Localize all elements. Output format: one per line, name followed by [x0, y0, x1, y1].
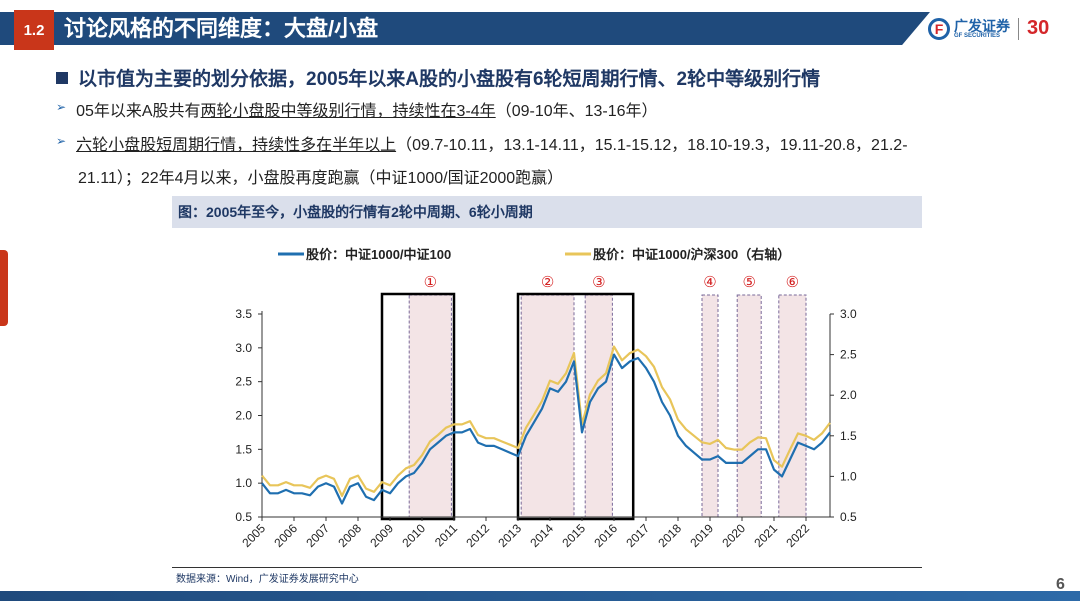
logo-en: GF SECURITIES: [954, 32, 1001, 39]
y-right-tick-label: 1.0: [840, 469, 857, 483]
x-tick-label: 2010: [399, 521, 428, 550]
chart-title: 图：2005年至今，小盘股的行情有2轮中周期、6轮小周期: [172, 196, 922, 228]
text: （09.7-10.11，13.1-14.11，15.1-15.12，18.10-…: [396, 137, 908, 154]
y-left-tick-label: 1.5: [235, 442, 252, 456]
short-cycle-label-3: ③: [592, 273, 605, 291]
x-tick-label: 2012: [463, 521, 492, 550]
sub-bullet-2-cont: 21.11）；22年4月以来，小盘股再度跑赢（中证1000/国证2000跑赢）: [78, 170, 564, 187]
x-tick-label: 2020: [719, 521, 748, 550]
short-cycle-band-5: [736, 294, 762, 518]
short-cycle-band-6: [778, 294, 807, 518]
y-right-tick-label: 2.0: [840, 388, 857, 402]
short-cycle-band-1: [408, 294, 452, 518]
logo-cn: 广发证券: [954, 17, 1010, 34]
sub-bullet-1: ➢ 05年以来A股共有两轮小盘股中等级别行情，持续性在3-4年（09-10年、13…: [56, 97, 658, 121]
sub-bullet-2: ➢ 六轮小盘股短周期行情，持续性多在半年以上（09.7-10.11，13.1-14…: [56, 131, 908, 155]
x-tick-label: 2021: [751, 521, 780, 550]
y-left-tick-label: 2.0: [235, 409, 252, 423]
underlined-text: 两轮小盘股中等级别行情，持续性在3-4年: [200, 103, 496, 120]
short-cycle-band-2: [520, 294, 575, 518]
x-tick-label: 2011: [432, 521, 460, 549]
x-tick-label: 2013: [495, 521, 524, 550]
y-right-tick-label: 2.5: [840, 348, 857, 362]
x-tick-label: 2009: [367, 521, 396, 550]
main-bullet: 以市值为主要的划分依据，2005年以来A股的小盘股有6轮短周期行情、2轮中等级别…: [56, 64, 820, 91]
x-tick-label: 2014: [527, 521, 556, 550]
logo-mark-icon: F: [928, 17, 950, 40]
side-tab: [0, 250, 8, 326]
text: 05年以来A股共有: [76, 103, 201, 120]
y-left-tick-label: 1.0: [235, 476, 252, 490]
anniversary-badge: 30: [1027, 17, 1050, 39]
y-left-tick-label: 3.5: [235, 307, 252, 321]
y-right-tick-label: 0.5: [840, 510, 857, 524]
arrow-bullet-icon: ➢: [56, 134, 67, 148]
short-cycle-label-6: ⑥: [786, 273, 799, 291]
short-cycle-band-4: [701, 294, 719, 518]
x-tick-label: 2015: [559, 521, 588, 550]
short-cycle-label-1: ①: [424, 273, 437, 291]
page-title: 讨论风格的不同维度：大盘/小盘: [64, 16, 379, 41]
header-bar: [0, 12, 930, 45]
medium-cycle-box-1: [380, 292, 456, 521]
x-tick-label: 2019: [687, 521, 716, 550]
y-left-tick-label: 2.5: [235, 375, 252, 389]
divider: [172, 567, 922, 568]
short-cycle-label-5: ⑤: [742, 273, 755, 291]
short-cycle-label-4: ④: [703, 273, 716, 291]
y-right-tick-label: 1.5: [840, 429, 857, 443]
series-line-csi1000-hs300: [261, 345, 831, 497]
page-number: 6: [1056, 576, 1065, 593]
short-cycle-label-2: ②: [541, 273, 554, 291]
series-line-csi1000-csi100: [261, 353, 831, 505]
main-bullet-text: 以市值为主要的划分依据，2005年以来A股的小盘股有6轮短周期行情、2轮中等级别…: [78, 69, 821, 90]
x-tick-label: 2022: [783, 521, 812, 550]
legend-label-1: 股价：中证1000/中证100: [306, 247, 451, 262]
y-left-tick-label: 3.0: [235, 341, 252, 355]
footer-bar: [0, 591, 1080, 601]
x-tick-label: 2008: [335, 521, 364, 550]
legend-label-2: 股价：中证1000/沪深300（右轴）: [593, 247, 790, 262]
x-tick-label: 2006: [271, 521, 300, 550]
data-source: 数据来源：Wind，广发证券发展研究中心: [176, 574, 359, 585]
x-tick-label: 2018: [655, 521, 684, 550]
section-number: 1.2: [14, 10, 54, 50]
x-tick-label: 2007: [303, 521, 332, 550]
x-tick-label: 2005: [239, 521, 268, 550]
underlined-text: 六轮小盘股短周期行情，持续性多在半年以上: [76, 137, 397, 154]
y-left-tick-label: 0.5: [235, 510, 252, 524]
x-tick-label: 2016: [591, 521, 620, 550]
medium-cycle-box-2: [516, 292, 635, 521]
y-right-tick-label: 3.0: [840, 307, 857, 321]
text: （09-10年、13-16年）: [495, 103, 658, 120]
square-bullet-icon: [56, 71, 68, 84]
arrow-bullet-icon: ➢: [56, 100, 67, 114]
x-tick-label: 2017: [623, 521, 652, 550]
company-logo: F 广发证券 GF SECURITIES 30: [928, 12, 1080, 45]
